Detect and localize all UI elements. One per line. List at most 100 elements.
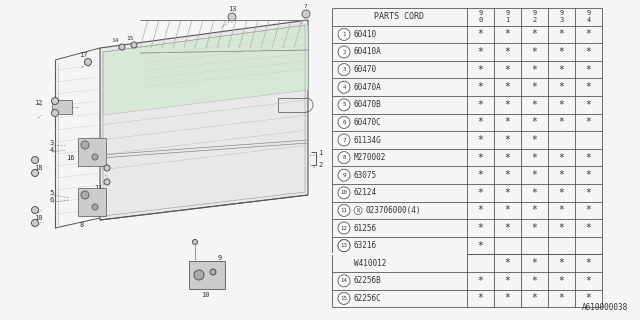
Text: *: *	[477, 47, 483, 57]
Text: 2: 2	[318, 162, 323, 168]
Text: 13: 13	[340, 243, 348, 248]
Text: 62124: 62124	[354, 188, 377, 197]
Text: *: *	[504, 47, 511, 57]
Text: 15: 15	[126, 36, 134, 42]
Text: *: *	[477, 135, 483, 145]
Text: 60470: 60470	[354, 65, 377, 74]
Text: 10: 10	[34, 215, 42, 221]
Text: 9
2: 9 2	[532, 10, 536, 23]
Circle shape	[194, 270, 204, 280]
Text: *: *	[586, 117, 591, 127]
Text: *: *	[504, 205, 511, 215]
Text: 12: 12	[340, 226, 348, 230]
Text: *: *	[586, 258, 591, 268]
Circle shape	[338, 134, 350, 146]
Polygon shape	[100, 20, 308, 220]
Text: *: *	[559, 100, 564, 110]
Bar	[52, 100, 72, 114]
Circle shape	[228, 13, 236, 21]
Circle shape	[104, 165, 110, 171]
Text: *: *	[559, 65, 564, 75]
Circle shape	[338, 28, 350, 40]
Text: *: *	[532, 293, 538, 303]
Text: *: *	[532, 65, 538, 75]
Text: 5: 5	[50, 190, 54, 196]
Text: *: *	[532, 170, 538, 180]
Text: 60410A: 60410A	[354, 47, 381, 57]
Text: *: *	[504, 29, 511, 39]
Circle shape	[338, 116, 350, 128]
Text: 14: 14	[340, 278, 348, 283]
Text: *: *	[477, 29, 483, 39]
Text: *: *	[532, 29, 538, 39]
Text: PARTS CORD: PARTS CORD	[374, 12, 424, 21]
Circle shape	[338, 64, 350, 76]
Text: 13: 13	[340, 243, 348, 248]
Text: 9: 9	[99, 159, 103, 165]
Text: *: *	[504, 100, 511, 110]
Text: *: *	[559, 117, 564, 127]
Text: M270002: M270002	[354, 153, 387, 162]
Text: 7: 7	[304, 4, 308, 10]
Circle shape	[338, 81, 350, 93]
Text: *: *	[559, 205, 564, 215]
Text: 1: 1	[342, 32, 346, 37]
Polygon shape	[103, 25, 308, 115]
Text: *: *	[586, 205, 591, 215]
Text: *: *	[477, 65, 483, 75]
Circle shape	[338, 169, 350, 181]
Circle shape	[338, 99, 350, 111]
Text: 023706000(4): 023706000(4)	[365, 206, 420, 215]
Circle shape	[31, 220, 38, 227]
Text: *: *	[532, 100, 538, 110]
Text: *: *	[504, 293, 511, 303]
Text: 60470B: 60470B	[354, 100, 381, 109]
Bar	[189, 261, 225, 289]
Circle shape	[302, 10, 310, 18]
Text: *: *	[586, 47, 591, 57]
Text: *: *	[532, 258, 538, 268]
Text: A610000038: A610000038	[582, 303, 628, 312]
Circle shape	[338, 222, 350, 234]
Text: 62256C: 62256C	[354, 294, 381, 303]
Text: 60410: 60410	[354, 30, 377, 39]
Circle shape	[92, 154, 98, 160]
Text: 10: 10	[340, 190, 348, 195]
Text: 8: 8	[80, 222, 84, 228]
Text: *: *	[477, 170, 483, 180]
Bar	[78, 138, 106, 166]
Text: *: *	[504, 117, 511, 127]
Circle shape	[354, 206, 362, 214]
Text: *: *	[477, 205, 483, 215]
Text: *: *	[586, 223, 591, 233]
Text: *: *	[477, 188, 483, 198]
Circle shape	[92, 204, 98, 210]
Text: *: *	[559, 170, 564, 180]
Text: 17: 17	[79, 52, 87, 58]
Text: 9
1: 9 1	[506, 10, 509, 23]
Circle shape	[131, 42, 137, 48]
Text: *: *	[586, 153, 591, 163]
Text: 13: 13	[228, 6, 236, 12]
Text: 15: 15	[340, 296, 348, 301]
Text: *: *	[586, 65, 591, 75]
Text: *: *	[477, 276, 483, 286]
Text: 10: 10	[201, 292, 209, 298]
Text: 12: 12	[34, 100, 42, 106]
Text: *: *	[532, 276, 538, 286]
Text: *: *	[559, 29, 564, 39]
Text: *: *	[586, 188, 591, 198]
Text: *: *	[477, 223, 483, 233]
Text: *: *	[477, 241, 483, 251]
Text: *: *	[532, 47, 538, 57]
Circle shape	[338, 46, 350, 58]
Circle shape	[338, 240, 350, 252]
Text: 11: 11	[340, 208, 348, 213]
Text: 63075: 63075	[354, 171, 377, 180]
Text: *: *	[504, 82, 511, 92]
Text: *: *	[477, 153, 483, 163]
Circle shape	[31, 170, 38, 177]
Text: *: *	[504, 65, 511, 75]
Text: *: *	[504, 223, 511, 233]
Text: 16: 16	[66, 155, 74, 161]
